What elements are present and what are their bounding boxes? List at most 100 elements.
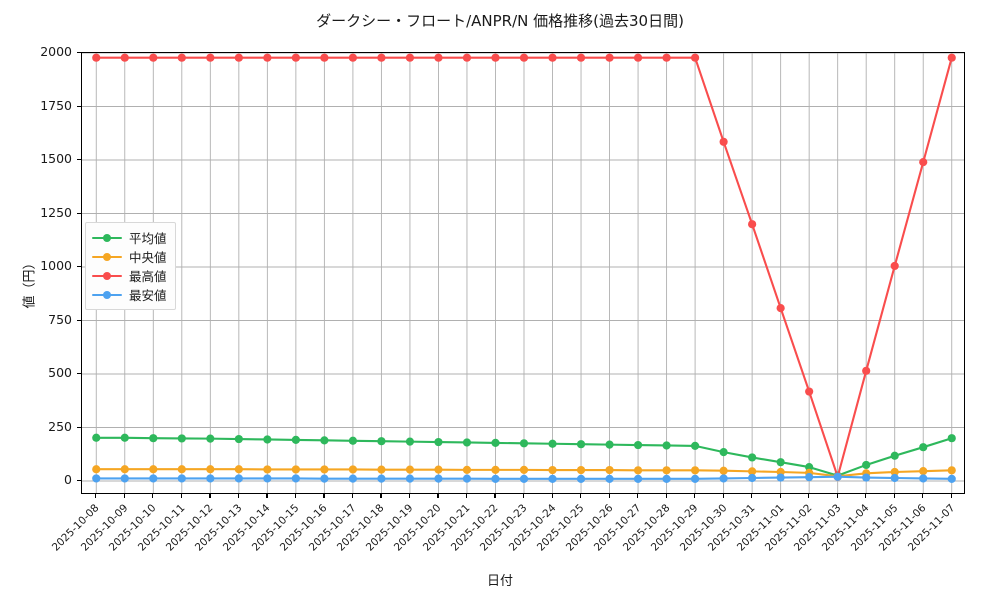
data-point xyxy=(862,366,871,375)
y-tick-label: 2000 xyxy=(40,44,72,59)
legend-item-2[interactable]: 最高値 xyxy=(92,266,167,285)
data-point xyxy=(748,453,757,462)
x-tick-mark xyxy=(751,494,753,498)
data-point xyxy=(149,53,158,62)
data-point xyxy=(263,435,272,444)
plot-area xyxy=(81,52,965,494)
data-point xyxy=(690,466,700,475)
data-point xyxy=(890,467,899,477)
data-point xyxy=(947,466,956,475)
x-tick-mark xyxy=(180,494,182,498)
data-point xyxy=(462,438,472,447)
legend-label: 平均値 xyxy=(129,231,167,246)
data-point xyxy=(776,458,785,467)
data-point xyxy=(120,465,129,474)
data-point xyxy=(348,53,358,62)
data-point xyxy=(234,465,243,474)
y-tick-label: 750 xyxy=(48,311,72,327)
data-point xyxy=(605,53,614,62)
y-tick-mark xyxy=(77,373,81,375)
data-point xyxy=(263,474,272,483)
data-point xyxy=(206,434,215,443)
data-point xyxy=(919,443,928,452)
data-point xyxy=(662,474,671,483)
y-tick-label: 1250 xyxy=(40,204,72,220)
data-point xyxy=(890,451,899,460)
data-point xyxy=(177,465,186,474)
legend-swatch-icon xyxy=(92,270,122,282)
data-point xyxy=(633,53,643,62)
data-point xyxy=(748,467,757,476)
data-point xyxy=(92,465,101,474)
series-lines xyxy=(92,53,956,483)
legend-label: 最高値 xyxy=(129,269,167,284)
data-point xyxy=(149,465,158,474)
y-tick-mark xyxy=(77,319,81,321)
data-point xyxy=(434,53,443,62)
data-point xyxy=(805,387,814,396)
data-point xyxy=(662,466,671,475)
data-point xyxy=(947,434,956,443)
data-point xyxy=(405,474,415,483)
legend-item-1[interactable]: 中央値 xyxy=(92,247,167,266)
data-point xyxy=(149,434,158,443)
legend-item-3[interactable]: 最安値 xyxy=(92,285,167,304)
data-point xyxy=(263,465,272,474)
data-point xyxy=(405,465,415,474)
x-tick-mark xyxy=(637,494,639,498)
x-tick-mark xyxy=(523,494,525,498)
data-point xyxy=(491,465,500,474)
data-point xyxy=(291,465,300,474)
data-point xyxy=(719,474,728,483)
x-tick-mark xyxy=(123,494,125,498)
data-point xyxy=(719,466,728,475)
y-tick-label: 250 xyxy=(48,418,72,434)
data-point xyxy=(919,467,928,476)
x-tick-mark xyxy=(922,494,924,498)
data-point xyxy=(633,440,643,450)
data-point xyxy=(120,53,129,62)
data-point xyxy=(548,474,557,483)
data-point xyxy=(662,53,671,62)
y-tick-label: 1000 xyxy=(40,258,72,273)
y-tick-mark xyxy=(77,105,81,107)
data-point xyxy=(234,474,243,483)
y-tick-mark xyxy=(77,212,81,214)
legend-swatch-icon xyxy=(92,251,122,263)
data-point xyxy=(491,53,500,62)
data-point xyxy=(576,53,586,62)
data-point xyxy=(206,474,215,483)
data-point xyxy=(120,433,129,442)
data-point xyxy=(177,53,186,62)
data-point xyxy=(348,465,358,474)
data-point xyxy=(719,137,728,146)
data-point xyxy=(633,474,643,483)
x-tick-mark xyxy=(694,494,696,498)
x-tick-mark xyxy=(722,494,724,498)
y-tick-label: 1500 xyxy=(40,151,72,166)
x-tick-mark xyxy=(294,494,297,498)
x-tick-mark xyxy=(608,494,610,498)
x-tick-mark xyxy=(237,494,240,498)
data-point xyxy=(348,436,358,445)
data-point xyxy=(748,473,757,483)
data-point xyxy=(320,474,329,483)
x-tick-mark xyxy=(437,494,439,498)
data-point xyxy=(177,434,186,443)
data-point xyxy=(947,474,956,483)
y-tick-mark xyxy=(77,480,81,482)
data-point xyxy=(690,474,700,483)
data-point xyxy=(291,474,300,483)
data-point xyxy=(434,465,443,474)
data-point xyxy=(748,220,757,229)
data-point xyxy=(206,465,215,474)
x-tick-mark xyxy=(950,494,952,498)
data-point xyxy=(605,440,614,449)
data-point xyxy=(548,439,557,448)
legend-item-0[interactable]: 平均値 xyxy=(92,228,167,247)
x-tick-mark xyxy=(152,494,154,498)
data-point xyxy=(576,465,586,475)
x-tick-mark xyxy=(95,494,97,498)
data-point xyxy=(206,53,215,62)
x-tick-mark xyxy=(465,494,468,498)
